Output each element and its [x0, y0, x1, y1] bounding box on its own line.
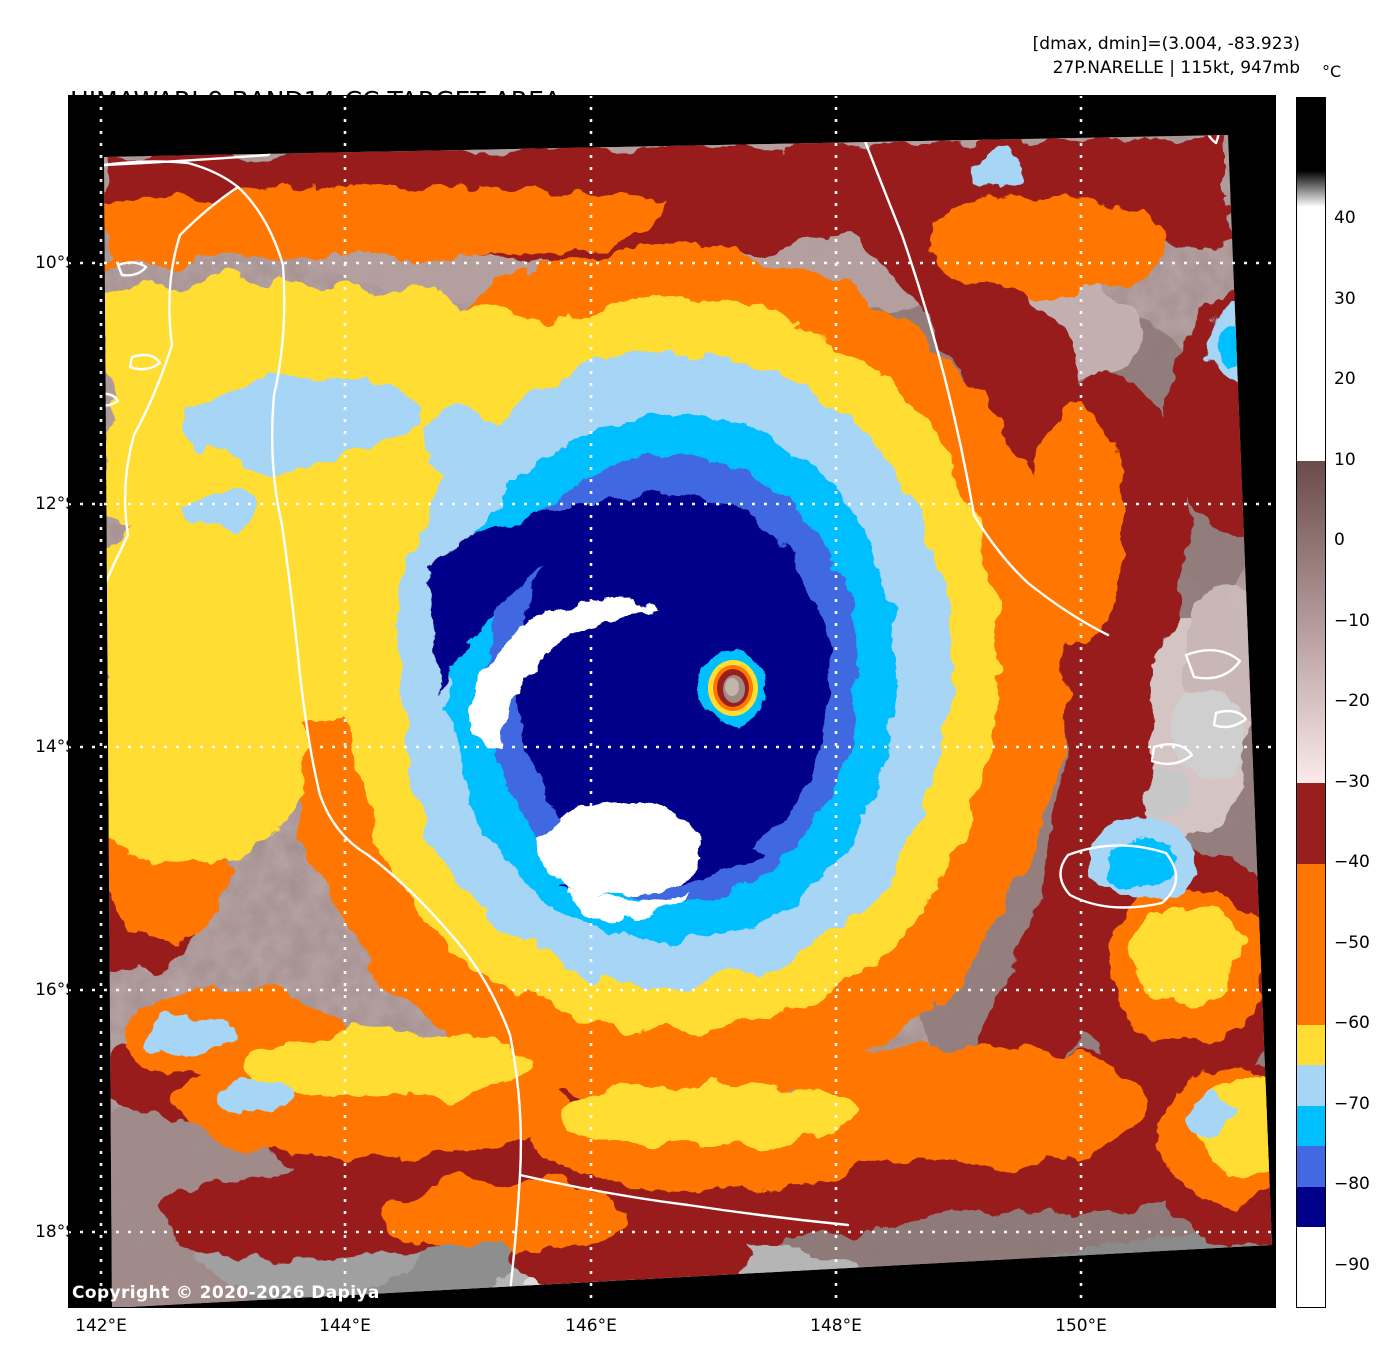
colorbar-unit-label: °C [1322, 62, 1342, 81]
cbar-tick-m80: −80 [1334, 1174, 1370, 1194]
graticule-gridlines [68, 95, 1276, 1308]
xtick-label-0: 142°E [75, 1316, 127, 1336]
cbar-tick-40: 40 [1334, 208, 1356, 228]
xtick-label-3: 148°E [810, 1316, 862, 1336]
colorbar [1296, 97, 1326, 1308]
xtick-label-2: 146°E [565, 1316, 617, 1336]
cbar-tick-m10: −10 [1334, 611, 1370, 631]
ytick-label-3: 16°S [35, 980, 76, 1000]
cbar-tick-10: 10 [1334, 450, 1356, 470]
header-meta-block: [dmax, dmin]=(3.004, -83.923) 27P.NARELL… [1033, 32, 1300, 80]
cbar-tick-m70: −70 [1334, 1094, 1370, 1114]
coastline-overlay [104, 135, 1248, 1308]
ytick-label-4: 18°S [35, 1222, 76, 1242]
xtick-label-4: 150°E [1055, 1316, 1107, 1336]
ytick-label-0: 10°S [35, 253, 76, 273]
satellite-image-plot [68, 95, 1276, 1308]
cbar-tick-m90: −90 [1334, 1255, 1370, 1275]
cbar-tick-m30: −30 [1334, 772, 1370, 792]
cbar-tick-m20: −20 [1334, 691, 1370, 711]
cbar-tick-m40: −40 [1334, 852, 1370, 872]
cbar-tick-20: 20 [1334, 369, 1356, 389]
cyclone-eye [699, 650, 767, 726]
ytick-label-1: 12°S [35, 494, 76, 514]
xtick-label-1: 144°E [319, 1316, 371, 1336]
storm-info-label: 27P.NARELLE | 115kt, 947mb [1052, 58, 1300, 78]
cbar-tick-m60: −60 [1334, 1013, 1370, 1033]
ytick-label-2: 14°S [35, 737, 76, 757]
dmax-dmin-label: [dmax, dmin]=(3.004, -83.923) [1032, 34, 1300, 54]
cbar-tick-30: 30 [1334, 289, 1356, 309]
cbar-tick-m50: −50 [1334, 933, 1370, 953]
cbar-tick-0: 0 [1334, 530, 1345, 550]
ir-brightness-temperature-field [104, 135, 1272, 1308]
copyright-label: Copyright © 2020-2026 Dapiya [72, 1283, 380, 1303]
